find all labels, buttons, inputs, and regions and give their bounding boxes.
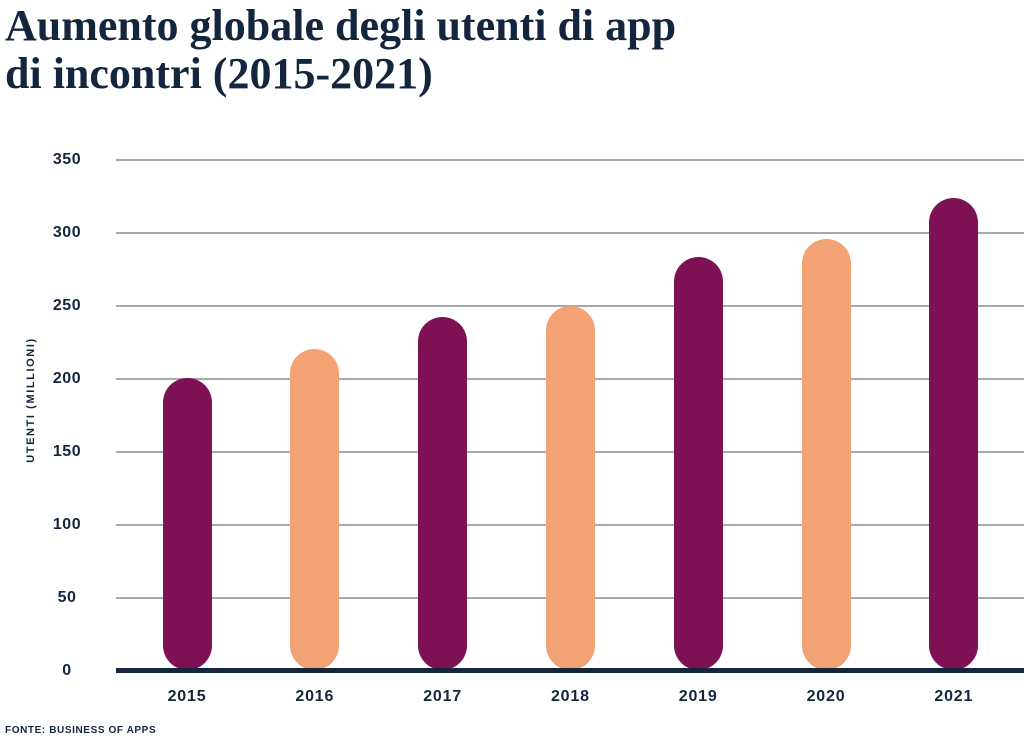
chart-title-line-2: di incontri (2015-2021) [5,49,433,98]
bar-2019 [673,256,723,670]
bar-2015 [162,378,212,670]
chart-title-line-1: Aumento globale degli utenti di app [5,1,677,50]
bar-2016 [290,348,340,670]
gridline-250 [116,305,1024,307]
x-tick-label-2020: 2020 [806,688,846,705]
y-tick-label-200: 200 [52,370,82,387]
gridline-350 [116,159,1024,161]
y-tick-label-50: 50 [57,589,77,606]
x-tick-label-2015: 2015 [167,688,207,705]
y-tick-label-350: 350 [52,151,82,168]
y-axis-title: UTENTI (MILLIONI) [25,337,37,463]
y-tick-label-300: 300 [52,224,82,241]
bar-2017 [418,316,468,670]
gridline-300 [116,232,1024,234]
x-tick-label-2018: 2018 [550,688,590,705]
x-tick-label-2017: 2017 [423,688,462,705]
x-tick-label-2021: 2021 [934,688,974,705]
source-note: FONTE: BUSINESS OF APPS [5,725,157,736]
bar-2018 [545,306,595,670]
x-axis-baseline [116,668,1024,673]
y-tick-label-100: 100 [52,516,82,533]
bar-2021 [929,198,979,670]
y-tick-label-150: 150 [52,443,82,460]
y-tick-label-250: 250 [52,297,82,314]
y-tick-label-0: 0 [62,662,72,679]
chart-title: Aumento globale degli utenti di app di i… [5,2,905,98]
x-tick-label-2019: 2019 [678,688,718,705]
bar-2020 [801,239,851,670]
x-tick-label-2016: 2016 [295,688,335,705]
